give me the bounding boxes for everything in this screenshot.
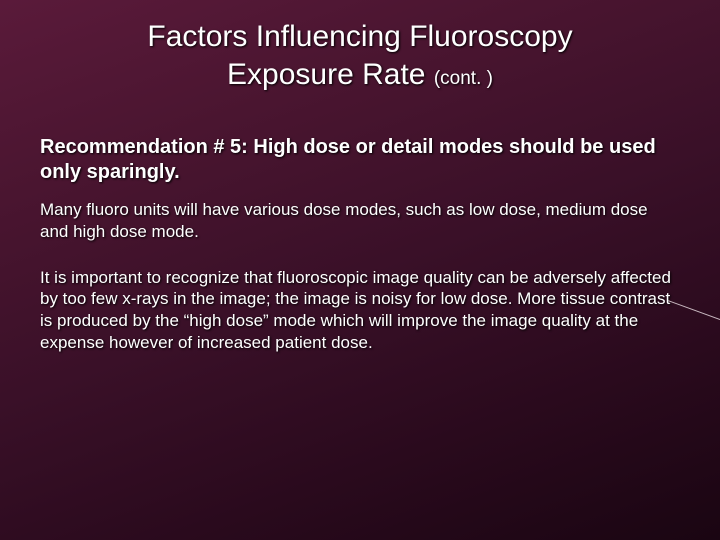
slide-title: Factors Influencing Fluoroscopy Exposure… xyxy=(80,18,640,93)
recommendation-heading: Recommendation # 5: High dose or detail … xyxy=(40,135,680,185)
title-cont: (cont. ) xyxy=(434,68,493,89)
slide-container: Factors Influencing Fluoroscopy Exposure… xyxy=(0,0,720,540)
title-line2a: Exposure Rate xyxy=(227,58,434,91)
title-block: Factors Influencing Fluoroscopy Exposure… xyxy=(80,18,640,93)
paragraph-2: It is important to recognize that fluoro… xyxy=(40,267,680,354)
title-line1: Factors Influencing Fluoroscopy xyxy=(147,20,572,53)
paragraph-1: Many fluoro units will have various dose… xyxy=(40,199,680,243)
